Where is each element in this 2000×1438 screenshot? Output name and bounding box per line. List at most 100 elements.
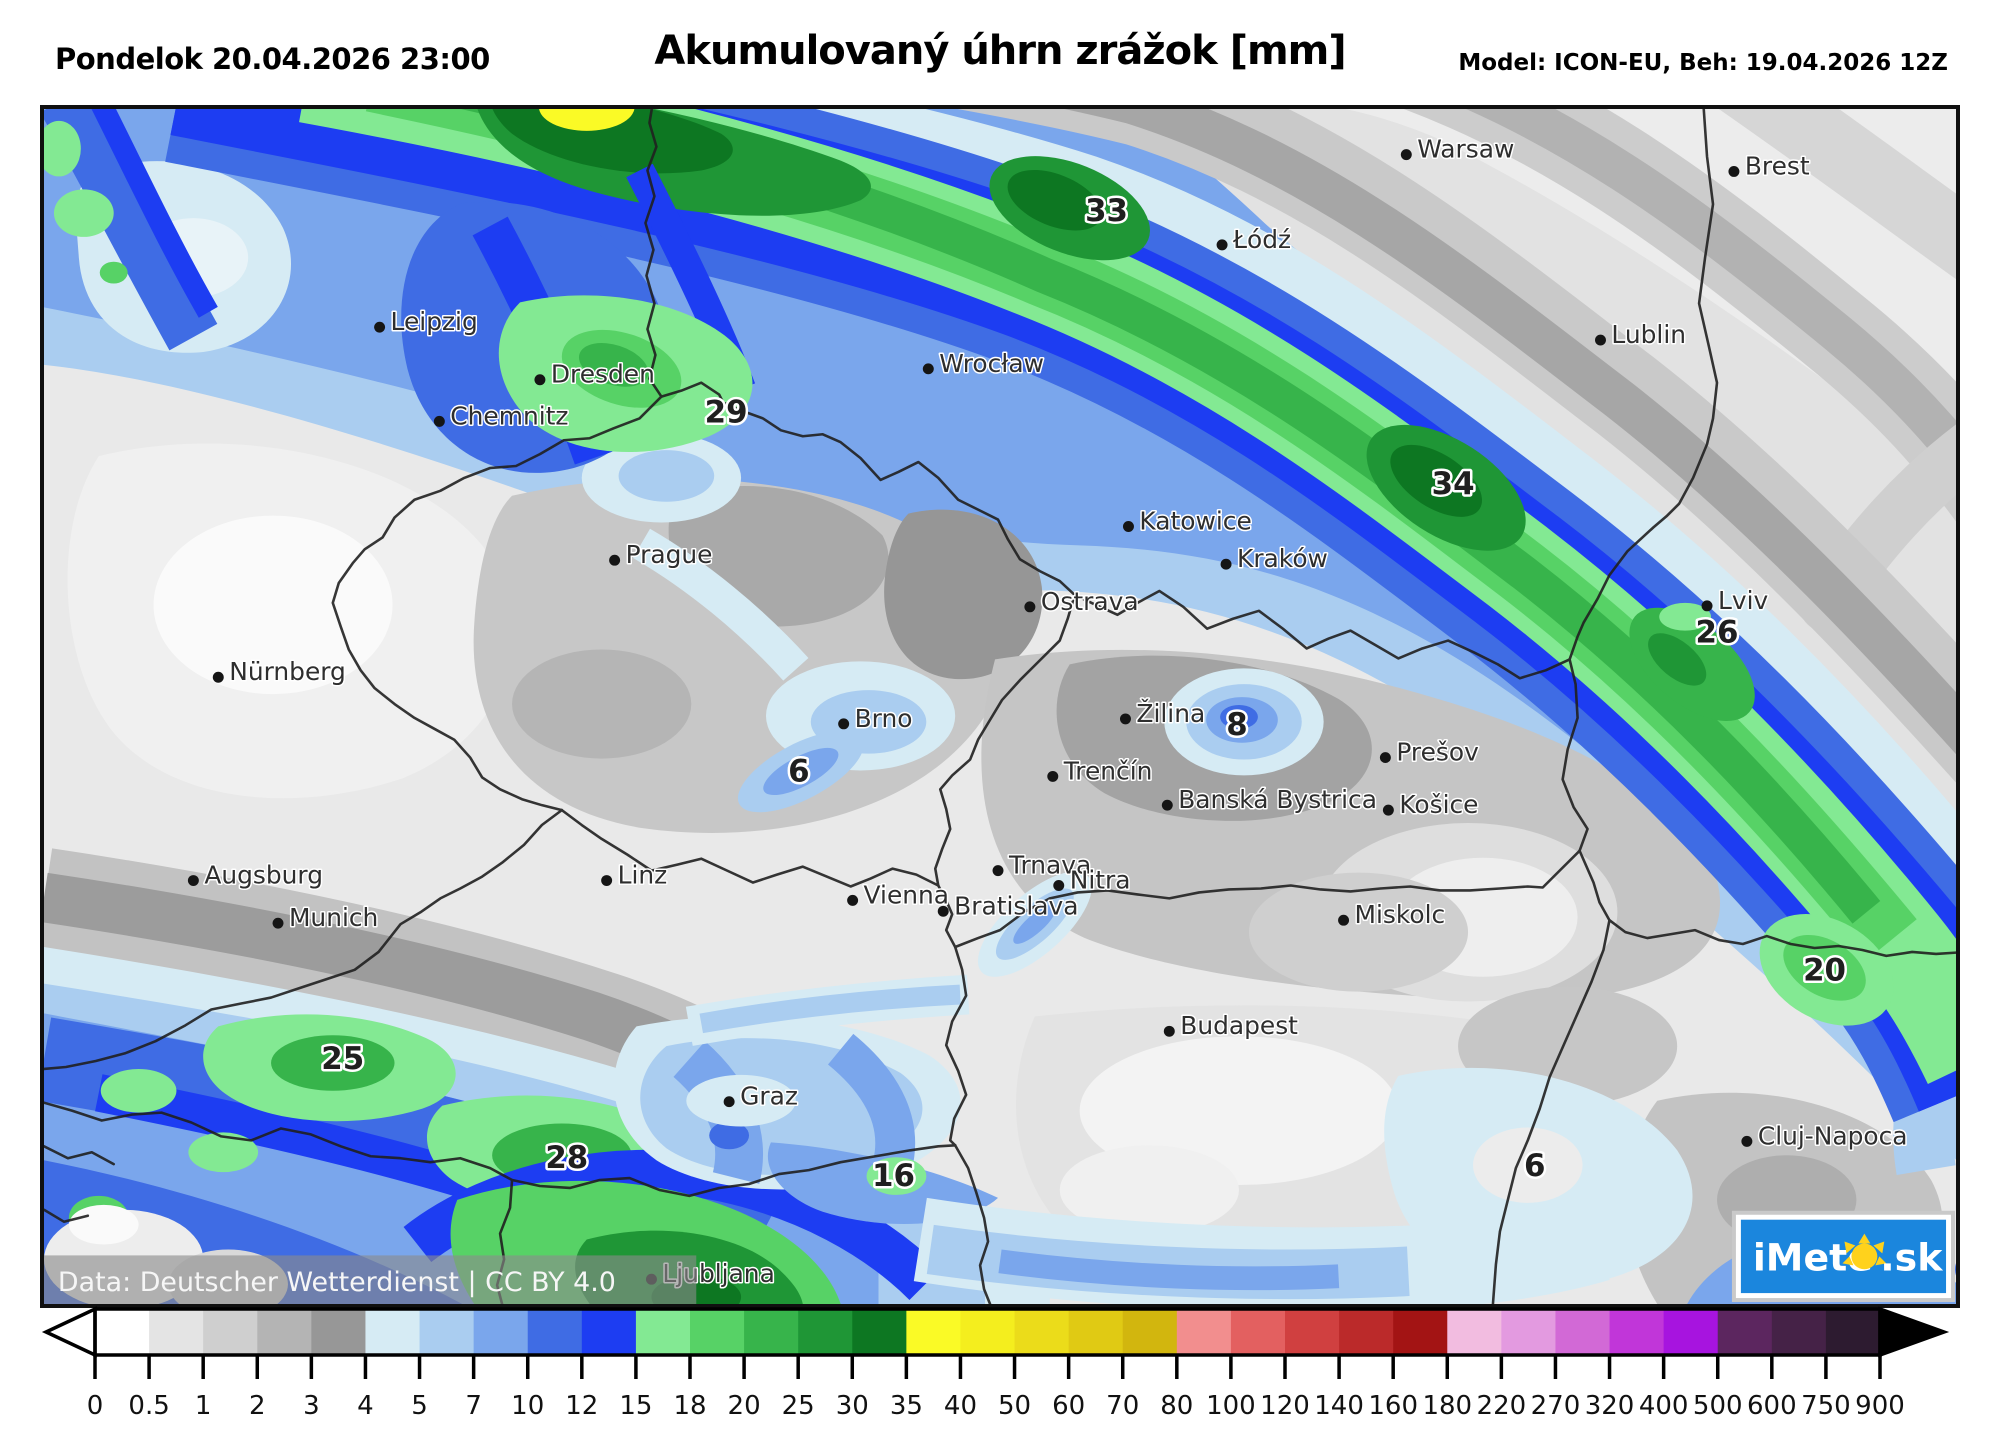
value-labels-layer: 33 29 34 26 8 6 20 25 28 16 6 — [319, 191, 1849, 1197]
legend-right-arrow — [1878, 1306, 1950, 1358]
city-dot — [723, 1096, 735, 1108]
legend-color-segment — [1285, 1309, 1340, 1355]
city-dot — [992, 865, 1004, 877]
legend-tick-label: 140 — [1314, 1391, 1364, 1421]
city-dot — [1053, 880, 1065, 891]
legend-tick-label: 15 — [619, 1391, 652, 1421]
legend-tick-label: 220 — [1477, 1391, 1527, 1421]
city-label: Brno — [855, 704, 913, 733]
city-dot — [847, 894, 859, 906]
city-dot — [1047, 770, 1059, 782]
legend-color-segment — [960, 1309, 1016, 1355]
legend-color-segment — [1068, 1309, 1124, 1355]
legend-tick-label: 25 — [782, 1391, 815, 1421]
city-dot — [609, 554, 621, 566]
legend-tick-label: 40 — [944, 1391, 977, 1421]
legend-tick-label: 900 — [1855, 1391, 1905, 1421]
legend-tick-label: 0 — [87, 1391, 104, 1421]
city-label: Dresden — [551, 360, 655, 389]
city-marker: Łódź — [1216, 223, 1293, 255]
city-label: Prešov — [1396, 738, 1478, 767]
city-dot — [1338, 914, 1350, 926]
city-dot — [212, 671, 224, 683]
city-label: Prague — [626, 540, 713, 569]
legend-tick-label: 400 — [1639, 1391, 1689, 1421]
legend-color-segment — [419, 1309, 475, 1355]
precip-value-label: 33 — [1085, 193, 1128, 229]
legend-color-segment — [149, 1309, 204, 1355]
precipitation-legend: 0 0.5 1 2 3 4 5 7 10 12 15 18 20 25 30 35 40 50 60 70 80 100 1… — [0, 1306, 2000, 1438]
legend-tick-label: 80 — [1160, 1391, 1193, 1421]
city-label: Miskolc — [1355, 900, 1446, 929]
legend-color-segment — [1609, 1309, 1665, 1355]
legend-bar-outline — [93, 1307, 1882, 1357]
city-marker: Nitra — [1053, 864, 1132, 896]
legend-left-arrow — [41, 1306, 97, 1358]
city-marker: Banská Bystrica — [1161, 784, 1379, 816]
precip-value-label: 29 — [705, 394, 748, 430]
city-marker: Žilina — [1119, 697, 1207, 729]
logo-background — [1740, 1219, 1947, 1294]
attribution: Data: Deutscher Wetterdienst | CC BY 4.0 — [44, 1255, 697, 1304]
city-dot — [922, 363, 934, 375]
city-label: Budapest — [1180, 1011, 1298, 1040]
city-label: Nürnberg — [229, 657, 346, 686]
legend-color-segment — [1176, 1309, 1232, 1355]
legend-tick-label: 20 — [728, 1391, 761, 1421]
city-marker: Lublin — [1595, 319, 1688, 351]
city-marker: Trnava — [992, 849, 1093, 881]
city-marker: Miskolc — [1338, 899, 1447, 931]
city-dot — [1216, 239, 1228, 251]
precip-value-label: 25 — [321, 1041, 364, 1077]
city-marker: Graz — [723, 1080, 799, 1112]
sun-icon — [1842, 1233, 1887, 1270]
city-marker: Leipzig — [374, 306, 479, 338]
model-run-label: Model: ICON-EU, Beh: 19.04.2026 12Z — [1458, 50, 1948, 76]
city-label: Vienna — [864, 880, 949, 909]
city-dot — [1379, 752, 1391, 764]
city-dot — [838, 718, 850, 730]
legend-color-segment — [1717, 1309, 1773, 1355]
city-label: Ostrava — [1041, 587, 1139, 616]
city-dot — [1400, 149, 1412, 161]
city-dot — [1382, 804, 1394, 816]
legend-tick-labels: 0 0.5 1 2 3 4 5 7 10 12 15 18 20 25 30 35 40 50 60 70 80 100 1… — [87, 1391, 1905, 1421]
legend-color-segment — [1014, 1309, 1070, 1355]
city-marker: Brno — [838, 702, 914, 734]
city-label: Cluj-Napoca — [1758, 1121, 1908, 1150]
city-marker: Cluj-Napoca — [1741, 1120, 1909, 1152]
city-dot — [1728, 166, 1740, 177]
precip-value-label: 16 — [872, 1158, 915, 1194]
legend-tick-label: 70 — [1106, 1391, 1139, 1421]
city-marker: Prague — [609, 539, 714, 571]
city-dot — [187, 875, 199, 886]
datetime-label: Pondelok 20.04.2026 23:00 — [55, 42, 490, 76]
city-dot — [1701, 600, 1713, 612]
city-dot — [937, 905, 949, 917]
legend-tick-label: 320 — [1585, 1391, 1635, 1421]
legend-color-segment — [473, 1309, 529, 1355]
city-marker: Brest — [1728, 150, 1811, 182]
legend-color-segment — [690, 1309, 745, 1355]
precip-value-label: 20 — [1803, 953, 1846, 989]
city-dot — [374, 321, 386, 333]
legend-color-segment — [527, 1309, 583, 1355]
legend-tick-label: 1 — [195, 1391, 212, 1421]
imeteo-logo: iMete .sk — [1731, 1210, 1956, 1303]
attribution-backdrop — [44, 1255, 697, 1304]
legend-tick-label: 100 — [1206, 1391, 1256, 1421]
precip-value-label: 28 — [545, 1140, 588, 1176]
legend-color-segment — [257, 1309, 312, 1355]
city-marker: Nürnberg — [212, 656, 347, 688]
precip-value-label: 26 — [1696, 615, 1739, 651]
city-label: Kraków — [1237, 544, 1328, 573]
legend-color-segment — [852, 1309, 907, 1355]
city-marker: Prešov — [1379, 736, 1480, 768]
legend-color-segment — [311, 1309, 367, 1355]
city-dot — [1024, 601, 1036, 613]
legend-color-segment — [1230, 1309, 1286, 1355]
precipitation-map: Leipzig Dresden Chemnitz Wrocław Warsaw Łódź L… — [40, 105, 1960, 1308]
legend-color-segment — [1339, 1309, 1394, 1355]
legend-color-segment — [203, 1309, 258, 1355]
legend-color-segment — [1555, 1309, 1611, 1355]
